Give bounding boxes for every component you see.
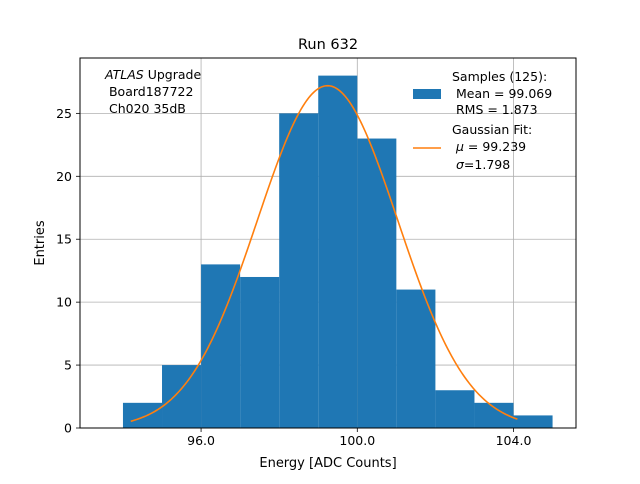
legend-rms: RMS = 1.873 (452, 102, 538, 117)
histogram-bar-3 (240, 276, 280, 428)
board-label: Board187722 (105, 84, 193, 99)
y-tick-label-4: 20 (56, 169, 72, 184)
histogram-bars (122, 75, 553, 429)
y-tick-label-1: 5 (64, 358, 72, 373)
histogram-bar-10 (513, 415, 553, 428)
plot-frame (79, 57, 577, 429)
histogram-bar-4 (279, 113, 319, 429)
chart-title: Run 632 (298, 37, 358, 53)
histogram-bar-7 (396, 289, 436, 428)
channel-label: Ch020 35dB (105, 101, 186, 116)
histogram-bar-6 (357, 138, 397, 428)
legend-samples-header: Samples (125): (452, 69, 547, 84)
y-tick-label-5: 25 (56, 106, 72, 121)
legend-mu: μ = 99.239 (452, 139, 526, 154)
histogram-bar-1 (162, 365, 202, 428)
atlas-upgrade: Upgrade (144, 67, 202, 82)
atlas-label: ATLAS Upgrade (104, 67, 201, 82)
x-tick-label-0: 96.0 (187, 433, 215, 448)
x-tick-label-2: 104.0 (496, 433, 532, 448)
sigma-symbol: σ (456, 157, 465, 172)
gaussian-fit-curve (130, 84, 518, 423)
atlas-italic: ATLAS (104, 67, 144, 82)
legend: Samples (125): Mean = 99.069 RMS = 1.873… (413, 69, 552, 172)
histogram-bar-5 (318, 75, 358, 428)
histogram-bar-0 (122, 402, 163, 428)
mu-value: = 99.239 (464, 139, 526, 154)
x-axis-label: Energy [ADC Counts] (259, 456, 396, 471)
y-tick-label-2: 10 (56, 295, 72, 310)
histogram-bar-8 (435, 390, 475, 428)
sigma-value: =1.798 (464, 157, 510, 172)
legend-fit-header: Gaussian Fit: (452, 122, 532, 137)
legend-mean: Mean = 99.069 (452, 86, 552, 101)
legend-sigma: σ=1.798 (452, 157, 510, 172)
histogram-bar-2 (201, 264, 241, 428)
y-tick-label-0: 0 (64, 421, 72, 436)
x-tick-label-1: 100.0 (339, 433, 375, 448)
y-axis-ticks: 0 5 10 15 20 25 (56, 106, 80, 436)
y-axis-label: Entries (33, 220, 48, 266)
y-tick-label-3: 15 (56, 232, 72, 247)
legend-samples-swatch (413, 89, 441, 99)
x-axis-ticks: 96.0 100.0 104.0 (187, 428, 531, 448)
mu-symbol: μ (455, 139, 464, 154)
